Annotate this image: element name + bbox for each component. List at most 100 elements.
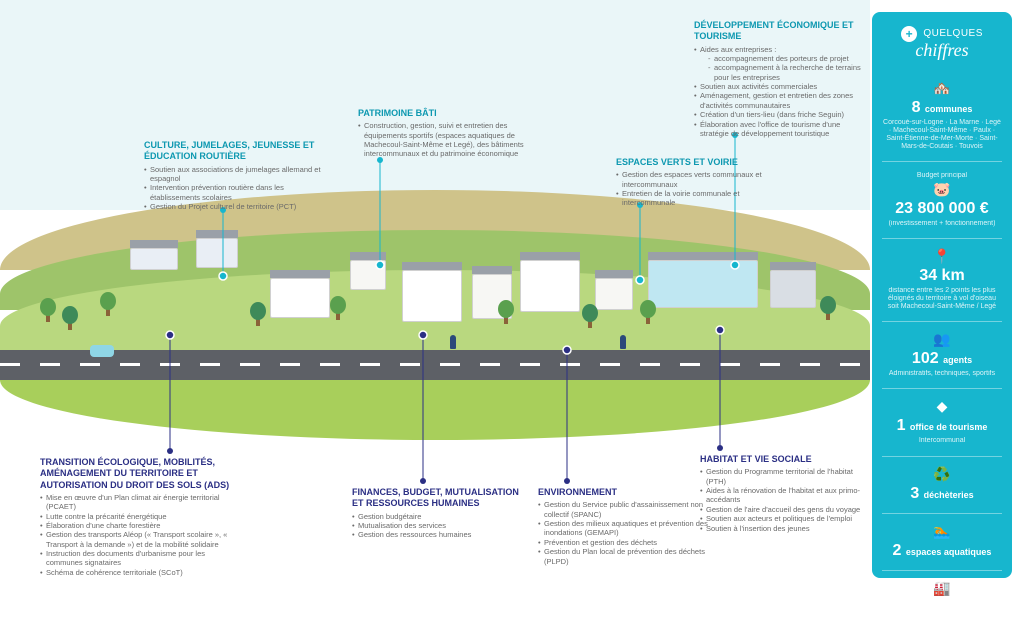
- tree-icon: [330, 296, 346, 320]
- tree-icon: [40, 298, 56, 322]
- callout-item: Schéma de cohérence territoriale (SCoT): [40, 568, 230, 577]
- stat-value: 1 office de tourisme: [882, 417, 1002, 435]
- stat-block: 🏘️ 8 communes Corcoué-sur-Logne · La Marne…: [882, 71, 1002, 151]
- roof: [770, 262, 816, 270]
- person-icon: [450, 335, 456, 349]
- roof: [648, 252, 758, 260]
- roof: [402, 262, 462, 270]
- callout-item: Soutien à l'insertion des jeunes: [700, 524, 865, 533]
- callout-item: Création d'un tiers-lieu (dans friche Se…: [694, 110, 869, 119]
- stat-value: 102 agents: [882, 350, 1002, 368]
- callout-list: Gestion des espaces verts communaux et i…: [616, 170, 786, 208]
- callout-item: Gestion budgétaire: [352, 512, 527, 521]
- callout-list: Gestion du Service public d'assainisseme…: [538, 500, 718, 566]
- callout-list: Aides aux entreprises :accompagnement de…: [694, 45, 869, 139]
- building: [770, 270, 816, 308]
- callout-habitat: HABITAT ET VIE SOCIALEGestion du Program…: [700, 454, 865, 533]
- tree-icon: [62, 306, 78, 330]
- callout-title: ENVIRONNEMENT: [538, 487, 718, 498]
- callout-item: Gestion du Plan local de prévention des …: [538, 547, 718, 566]
- stat-sub: distance entre les 2 points les plus élo…: [882, 287, 1002, 311]
- tree-icon: [640, 300, 656, 324]
- stat-sub: Intercommunal: [882, 437, 1002, 445]
- callout-item: Soutien aux associations de jumelages al…: [144, 165, 334, 184]
- callout-item: Gestion des ressources humaines: [352, 530, 527, 539]
- callout-title: DÉVELOPPEMENT ÉCONOMIQUE ET TOURISME: [694, 20, 869, 43]
- stat-block: 🏭11 zones d'activités: [882, 570, 1002, 617]
- callout-list: Construction, gestion, suivi et entretie…: [358, 121, 538, 159]
- callout-item: Gestion du Programme territorial de l'ha…: [700, 467, 865, 486]
- callout-list: Mise en œuvre d'un Plan climat air énerg…: [40, 493, 230, 577]
- callout-dev_eco: DÉVELOPPEMENT ÉCONOMIQUE ET TOURISMEAide…: [694, 20, 869, 138]
- callout-item: Aides aux entreprises :accompagnement de…: [694, 45, 869, 83]
- callout-item: Gestion des transports Aléop (« Transpor…: [40, 530, 230, 549]
- stat-block: 👥 102 agents Administratifs, techniques, s…: [882, 321, 1002, 378]
- ground: [0, 380, 870, 440]
- stat-pre: Budget principal: [882, 172, 1002, 180]
- stat-icon: 🏘️: [882, 81, 1002, 95]
- roof: [520, 252, 580, 260]
- callout-finances: FINANCES, BUDGET, MUTUALISATION ET RESSO…: [352, 487, 527, 540]
- building: [595, 278, 633, 310]
- building: [196, 238, 238, 268]
- building: [648, 260, 758, 308]
- stat-icon: 🐷: [882, 182, 1002, 196]
- stat-sub: Administratifs, techniques, sportifs: [882, 370, 1002, 378]
- stat-value: 23 800 000 €: [882, 200, 1002, 218]
- callout-subitem: accompagnement des porteurs de projet: [708, 54, 869, 63]
- roof: [270, 270, 330, 278]
- stat-sub: (investissement + fonctionnement): [882, 220, 1002, 228]
- town-illustration: [0, 210, 870, 410]
- callout-item: Soutien aux activités commerciales: [694, 82, 869, 91]
- callout-item: Soutien aux acteurs et politiques de l'e…: [700, 514, 865, 523]
- callout-title: FINANCES, BUDGET, MUTUALISATION ET RESSO…: [352, 487, 527, 510]
- stat-value: 11 zones d'activités: [882, 599, 1002, 617]
- callout-list: Gestion budgétaireMutualisation des serv…: [352, 512, 527, 540]
- callout-item: Lutte contre la précarité énergétique: [40, 512, 230, 521]
- callout-list: Gestion du Programme territorial de l'ha…: [700, 467, 865, 533]
- stat-sub: Corcoué-sur-Logne · La Marne · Legé · Ma…: [882, 119, 1002, 151]
- car-icon: [90, 345, 114, 357]
- stat-icon: 👥: [882, 332, 1002, 346]
- roof: [595, 270, 633, 278]
- callout-title: ESPACES VERTS ET VOIRIE: [616, 157, 786, 168]
- stat-block: 🏊2 espaces aquatiques: [882, 513, 1002, 560]
- road-markings: [0, 363, 870, 366]
- callout-subitem: accompagnement à la recherche de terrain…: [708, 63, 869, 82]
- building: [402, 270, 462, 322]
- sidebar-header: + QUELQUES chiffres: [882, 26, 1002, 61]
- building: [520, 260, 580, 312]
- callout-item: Construction, gestion, suivi et entretie…: [358, 121, 538, 159]
- stat-icon: ♻️: [882, 467, 1002, 481]
- callout-item: Instruction des documents d'urbanisme po…: [40, 549, 230, 568]
- callout-espaces_verts: ESPACES VERTS ET VOIRIE Gestion des espac…: [616, 157, 786, 208]
- sidebar-subtitle: chiffres: [882, 40, 1002, 61]
- stat-block: ◆1 office de tourismeIntercommunal: [882, 388, 1002, 445]
- stat-block: 📍34 km distance entre les 2 points les p…: [882, 238, 1002, 311]
- callout-transition: TRANSITION ÉCOLOGIQUE, MOBILITÉS, AMÉNAG…: [40, 457, 230, 577]
- callout-item: Aides à la rénovation de l'habitat et au…: [700, 486, 865, 505]
- callout-item: Mutualisation des services: [352, 521, 527, 530]
- callout-item: Entretien de la voirie communale et inte…: [616, 189, 786, 208]
- roof: [472, 266, 512, 274]
- callout-item: Intervention prévention routière dans le…: [144, 183, 334, 202]
- building: [270, 278, 330, 318]
- stat-icon: 🏊: [882, 524, 1002, 538]
- stats-sidebar: + QUELQUES chiffres 🏘️ 8 communes Corcoué-…: [872, 12, 1012, 578]
- stat-value: 34 km: [882, 267, 1002, 285]
- tree-icon: [582, 304, 598, 328]
- roof: [350, 252, 386, 260]
- stat-block: Budget principal 🐷 23 800 000 € (investiss…: [882, 161, 1002, 228]
- callout-item: Élaboration d'une charte forestière: [40, 521, 230, 530]
- callout-item: Gestion de l'aire d'accueil des gens du …: [700, 505, 865, 514]
- infographic-canvas: CULTURE, JUMELAGES, JEUNESSE ET ÉDUCATIO…: [0, 0, 870, 591]
- callout-item: Aménagement, gestion et entretien des zo…: [694, 91, 869, 110]
- stat-value: 8 communes: [882, 99, 1002, 117]
- callout-item: Gestion des milieux aquatiques et préven…: [538, 519, 718, 538]
- person-icon: [620, 335, 626, 349]
- stat-value: 3 déchèteries: [882, 485, 1002, 503]
- tree-icon: [250, 302, 266, 326]
- roof: [130, 240, 178, 248]
- building: [130, 248, 178, 270]
- tree-icon: [100, 292, 116, 316]
